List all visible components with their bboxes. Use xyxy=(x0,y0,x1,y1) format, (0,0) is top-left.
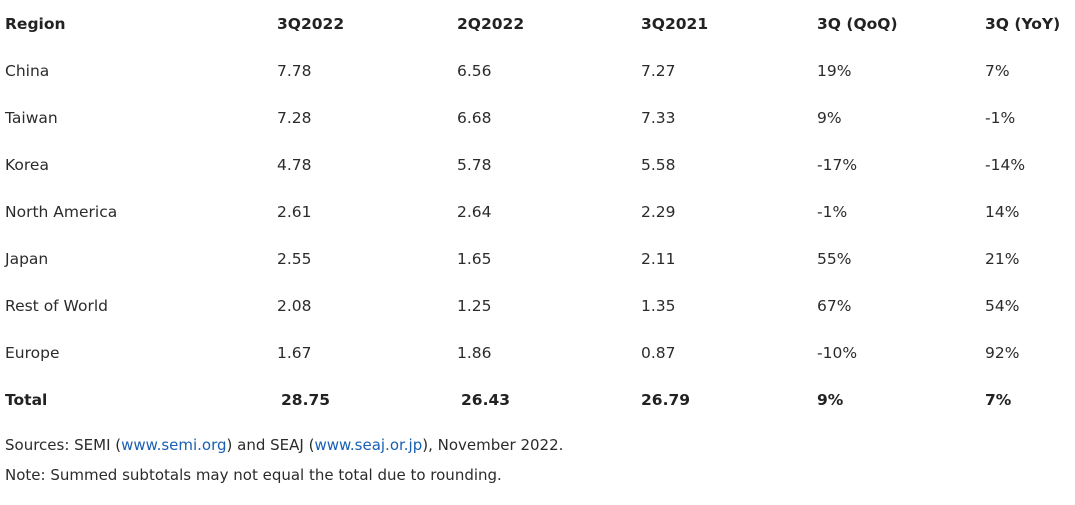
value-cell: 2.64 xyxy=(457,202,492,221)
total-value: 28.75 xyxy=(281,390,331,409)
value-cell: 1.35 xyxy=(641,296,676,315)
region-cell: Rest of World xyxy=(5,296,108,315)
header-3q2022: 3Q2022 xyxy=(277,14,345,33)
value-cell: 1.65 xyxy=(457,249,492,268)
qoq-cell: 55% xyxy=(817,249,852,268)
value-cell: 2.61 xyxy=(277,202,312,221)
region-cell: Europe xyxy=(5,343,60,362)
header-region: Region xyxy=(5,14,66,33)
yoy-cell: 21% xyxy=(985,249,1020,268)
table-row: Europe 1.67 1.86 0.87 -10% 92% xyxy=(0,329,1075,376)
value-cell: 4.78 xyxy=(277,155,312,174)
sources-line: Sources: SEMI (www.semi.org) and SEAJ (w… xyxy=(5,433,1065,463)
seaj-link[interactable]: www.seaj.or.jp xyxy=(314,436,423,454)
region-cell: Taiwan xyxy=(5,108,58,127)
value-cell: 2.55 xyxy=(277,249,312,268)
qoq-cell: -17% xyxy=(817,155,858,174)
table-row: Taiwan 7.28 6.68 7.33 9% -1% xyxy=(0,94,1075,141)
table-header-row: Region 3Q2022 2Q2022 3Q2021 3Q (QoQ) 3Q … xyxy=(0,0,1075,47)
value-cell: 0.87 xyxy=(641,343,676,362)
qoq-cell: -10% xyxy=(817,343,858,362)
value-cell: 1.67 xyxy=(277,343,312,362)
header-2q2022: 2Q2022 xyxy=(457,14,525,33)
table-row: Korea 4.78 5.78 5.58 -17% -14% xyxy=(0,141,1075,188)
value-cell: 5.78 xyxy=(457,155,492,174)
region-cell: North America xyxy=(5,202,118,221)
value-cell: 7.33 xyxy=(641,108,676,127)
yoy-cell: 7% xyxy=(985,61,1010,80)
value-cell: 1.86 xyxy=(457,343,492,362)
footnotes: Sources: SEMI (www.semi.org) and SEAJ (w… xyxy=(5,433,1065,493)
table-row: China 7.78 6.56 7.27 19% 7% xyxy=(0,47,1075,94)
value-cell: 1.25 xyxy=(457,296,492,315)
region-cell: China xyxy=(5,61,50,80)
yoy-cell: -14% xyxy=(985,155,1026,174)
table-row: Japan 2.55 1.65 2.11 55% 21% xyxy=(0,235,1075,282)
yoy-cell: 54% xyxy=(985,296,1020,315)
value-cell: 6.68 xyxy=(457,108,492,127)
value-cell: 2.29 xyxy=(641,202,676,221)
yoy-cell: 14% xyxy=(985,202,1020,221)
total-label: Total xyxy=(5,390,48,409)
header-yoy: 3Q (YoY) xyxy=(985,14,1061,33)
qoq-cell: 67% xyxy=(817,296,852,315)
rounding-note: Note: Summed subtotals may not equal the… xyxy=(5,466,502,484)
sources-suffix: ), November 2022. xyxy=(422,436,564,454)
qoq-cell: 19% xyxy=(817,61,852,80)
qoq-cell: -1% xyxy=(817,202,848,221)
sources-prefix: Sources: SEMI ( xyxy=(5,436,122,454)
region-cell: Korea xyxy=(5,155,49,174)
value-cell: 6.56 xyxy=(457,61,492,80)
yoy-cell: 92% xyxy=(985,343,1020,362)
header-3q2021: 3Q2021 xyxy=(641,14,709,33)
total-value: 26.79 xyxy=(641,390,691,409)
semi-link[interactable]: www.semi.org xyxy=(121,436,227,454)
qoq-cell: 9% xyxy=(817,108,842,127)
header-qoq: 3Q (QoQ) xyxy=(817,14,898,33)
total-yoy: 7% xyxy=(985,390,1012,409)
region-cell: Japan xyxy=(5,249,49,268)
value-cell: 2.08 xyxy=(277,296,312,315)
total-row: Total 28.75 26.43 26.79 9% 7% xyxy=(0,376,1075,423)
sources-middle: ) and SEAJ ( xyxy=(226,436,315,454)
value-cell: 7.78 xyxy=(277,61,312,80)
yoy-cell: -1% xyxy=(985,108,1016,127)
value-cell: 5.58 xyxy=(641,155,676,174)
table-row: Rest of World 2.08 1.25 1.35 67% 54% xyxy=(0,282,1075,329)
billings-table: Region 3Q2022 2Q2022 3Q2021 3Q (QoQ) 3Q … xyxy=(0,0,1075,423)
table-row: North America 2.61 2.64 2.29 -1% 14% xyxy=(0,188,1075,235)
total-qoq: 9% xyxy=(817,390,844,409)
value-cell: 7.27 xyxy=(641,61,676,80)
value-cell: 7.28 xyxy=(277,108,312,127)
value-cell: 2.11 xyxy=(641,249,676,268)
total-value: 26.43 xyxy=(461,390,511,409)
